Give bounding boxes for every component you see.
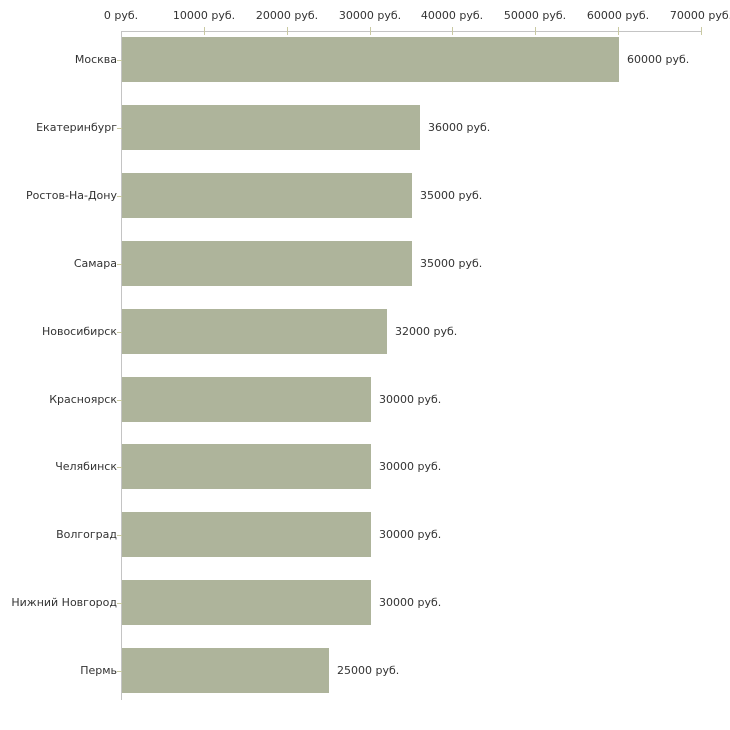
x-tick-label: 0 руб. xyxy=(103,9,139,22)
category-label: Новосибирск xyxy=(41,325,117,338)
y-axis-tick xyxy=(117,535,124,536)
value-label: 35000 руб. xyxy=(420,189,483,202)
y-axis-tick xyxy=(117,332,124,333)
value-label: 36000 руб. xyxy=(428,121,491,134)
value-label: 30000 руб. xyxy=(379,528,442,541)
y-axis-tick xyxy=(117,60,124,61)
y-axis-line xyxy=(121,31,122,700)
x-axis-tick xyxy=(701,27,702,35)
bar xyxy=(122,309,387,354)
x-tick-label: 50000 руб. xyxy=(503,9,567,22)
y-axis-tick xyxy=(117,128,124,129)
category-label: Волгоград xyxy=(56,528,117,541)
category-label: Челябинск xyxy=(55,460,117,473)
x-tick-label: 10000 руб. xyxy=(172,9,236,22)
x-tick-label: 20000 руб. xyxy=(255,9,319,22)
bar xyxy=(122,512,371,557)
bar xyxy=(122,377,371,422)
category-label: Пермь xyxy=(80,664,117,677)
x-tick-label: 30000 руб. xyxy=(338,9,402,22)
y-axis-tick xyxy=(117,264,124,265)
x-axis-line xyxy=(121,31,702,32)
y-axis-tick xyxy=(117,196,124,197)
category-label: Красноярск xyxy=(49,393,117,406)
value-label: 30000 руб. xyxy=(379,460,442,473)
bar xyxy=(122,37,619,82)
x-tick-label: 40000 руб. xyxy=(420,9,484,22)
x-axis-tick xyxy=(452,27,453,35)
x-tick-label: 60000 руб. xyxy=(586,9,650,22)
y-axis-tick xyxy=(117,671,124,672)
value-label: 60000 руб. xyxy=(627,53,690,66)
x-axis-tick xyxy=(618,27,619,35)
y-axis-tick xyxy=(117,400,124,401)
x-axis-tick xyxy=(204,27,205,35)
x-axis-tick xyxy=(535,27,536,35)
x-tick-label: 70000 руб. xyxy=(669,9,730,22)
bar xyxy=(122,173,412,218)
value-label: 25000 руб. xyxy=(337,664,400,677)
x-axis-tick xyxy=(287,27,288,35)
category-label: Ростов-На-Дону xyxy=(25,189,117,202)
value-label: 30000 руб. xyxy=(379,596,442,609)
bar xyxy=(122,444,371,489)
x-axis-tick xyxy=(370,27,371,35)
bar xyxy=(122,241,412,286)
bar xyxy=(122,648,329,693)
y-axis-tick xyxy=(117,603,124,604)
bar xyxy=(122,580,371,625)
category-label: Екатеринбург xyxy=(36,121,117,134)
category-label: Москва xyxy=(74,53,117,66)
category-label: Самара xyxy=(73,257,117,270)
value-label: 30000 руб. xyxy=(379,393,442,406)
value-label: 32000 руб. xyxy=(395,325,458,338)
category-label: Нижний Новгород xyxy=(11,596,117,609)
bar xyxy=(122,105,420,150)
value-label: 35000 руб. xyxy=(420,257,483,270)
y-axis-tick xyxy=(117,467,124,468)
